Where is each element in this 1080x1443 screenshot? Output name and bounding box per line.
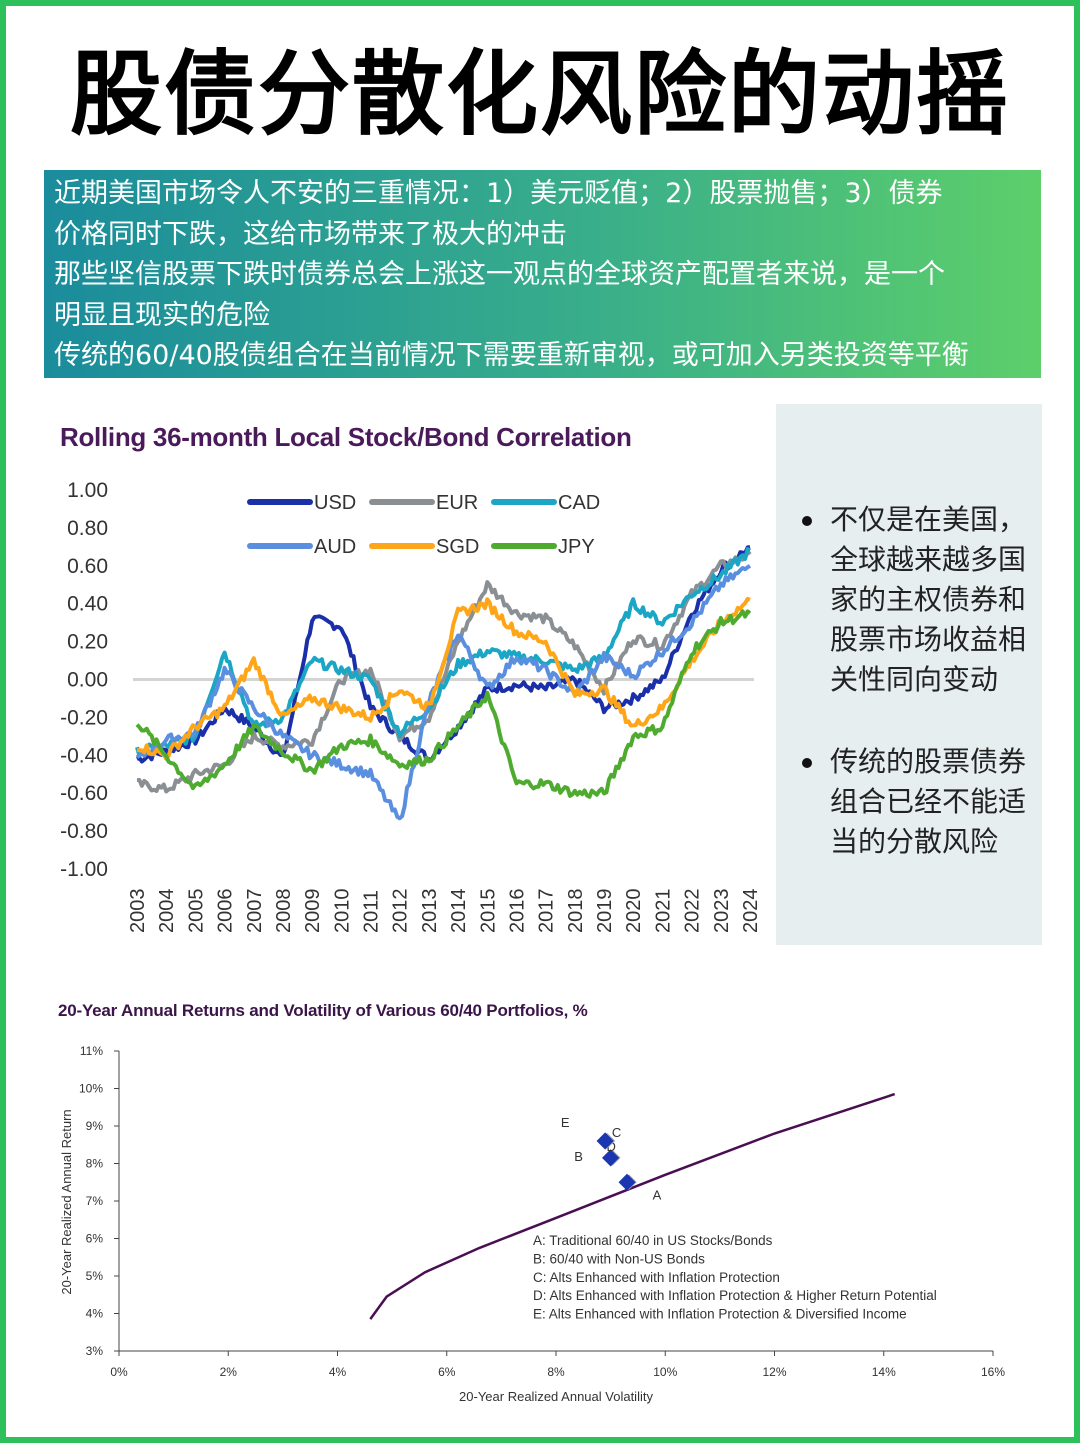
banner-line: 近期美国市场令人不安的三重情况：1）美元贬值；2）股票抛售；3）债券 (54, 178, 943, 209)
bullet-item: 传统的股票债券 组合已经不能适 当的分散风险 (798, 742, 1042, 862)
correlation-chart-title: Rolling 36-month Local Stock/Bond Correl… (60, 422, 632, 452)
banner-line: 那些坚信股票下跌时债券总会上涨这一观点的全球资产配置者来说，是一个 (54, 259, 945, 290)
banner-line: 明显且现实的危险 (54, 299, 270, 331)
bullet-line: 组合已经不能适 (830, 785, 1027, 818)
portfolio-chart-title: 20-Year Annual Returns and Volatility of… (58, 1001, 588, 1020)
bullet-item: 不仅是在美国， 全球越来越多国 家的主权债券和 股票市场收益相 关性同向变动 (798, 500, 1042, 700)
bullet-dot-icon (802, 758, 812, 768)
bullet-line: 关性同向变动 (830, 663, 999, 696)
bullet-panel: 不仅是在美国， 全球越来越多国 家的主权债券和 股票市场收益相 关性同向变动 传… (776, 404, 1042, 945)
bullet-line: 不仅是在美国， (830, 503, 1027, 536)
page-title: 股债分散化风险的动摇 (69, 41, 1010, 148)
bullet-line: 家的主权债券和 (830, 583, 1027, 616)
bullet-dot-icon (802, 516, 812, 526)
summary-banner: 近期美国市场令人不安的三重情况：1）美元贬值；2）股票抛售；3）债券 价格同时下… (44, 170, 1041, 378)
bullet-line: 当的分散风险 (830, 825, 999, 858)
banner-line: 传统的60/40股债组合在当前情况下需要重新审视，或可加入另类投资等平衡 (54, 340, 969, 371)
bullet-line: 股票市场收益相 (830, 623, 1027, 656)
bullet-line: 传统的股票债券 (830, 745, 1027, 778)
bullet-line: 全球越来越多国 (830, 543, 1027, 576)
banner-line: 价格同时下跌，这给市场带来了极大的冲击 (54, 218, 567, 250)
